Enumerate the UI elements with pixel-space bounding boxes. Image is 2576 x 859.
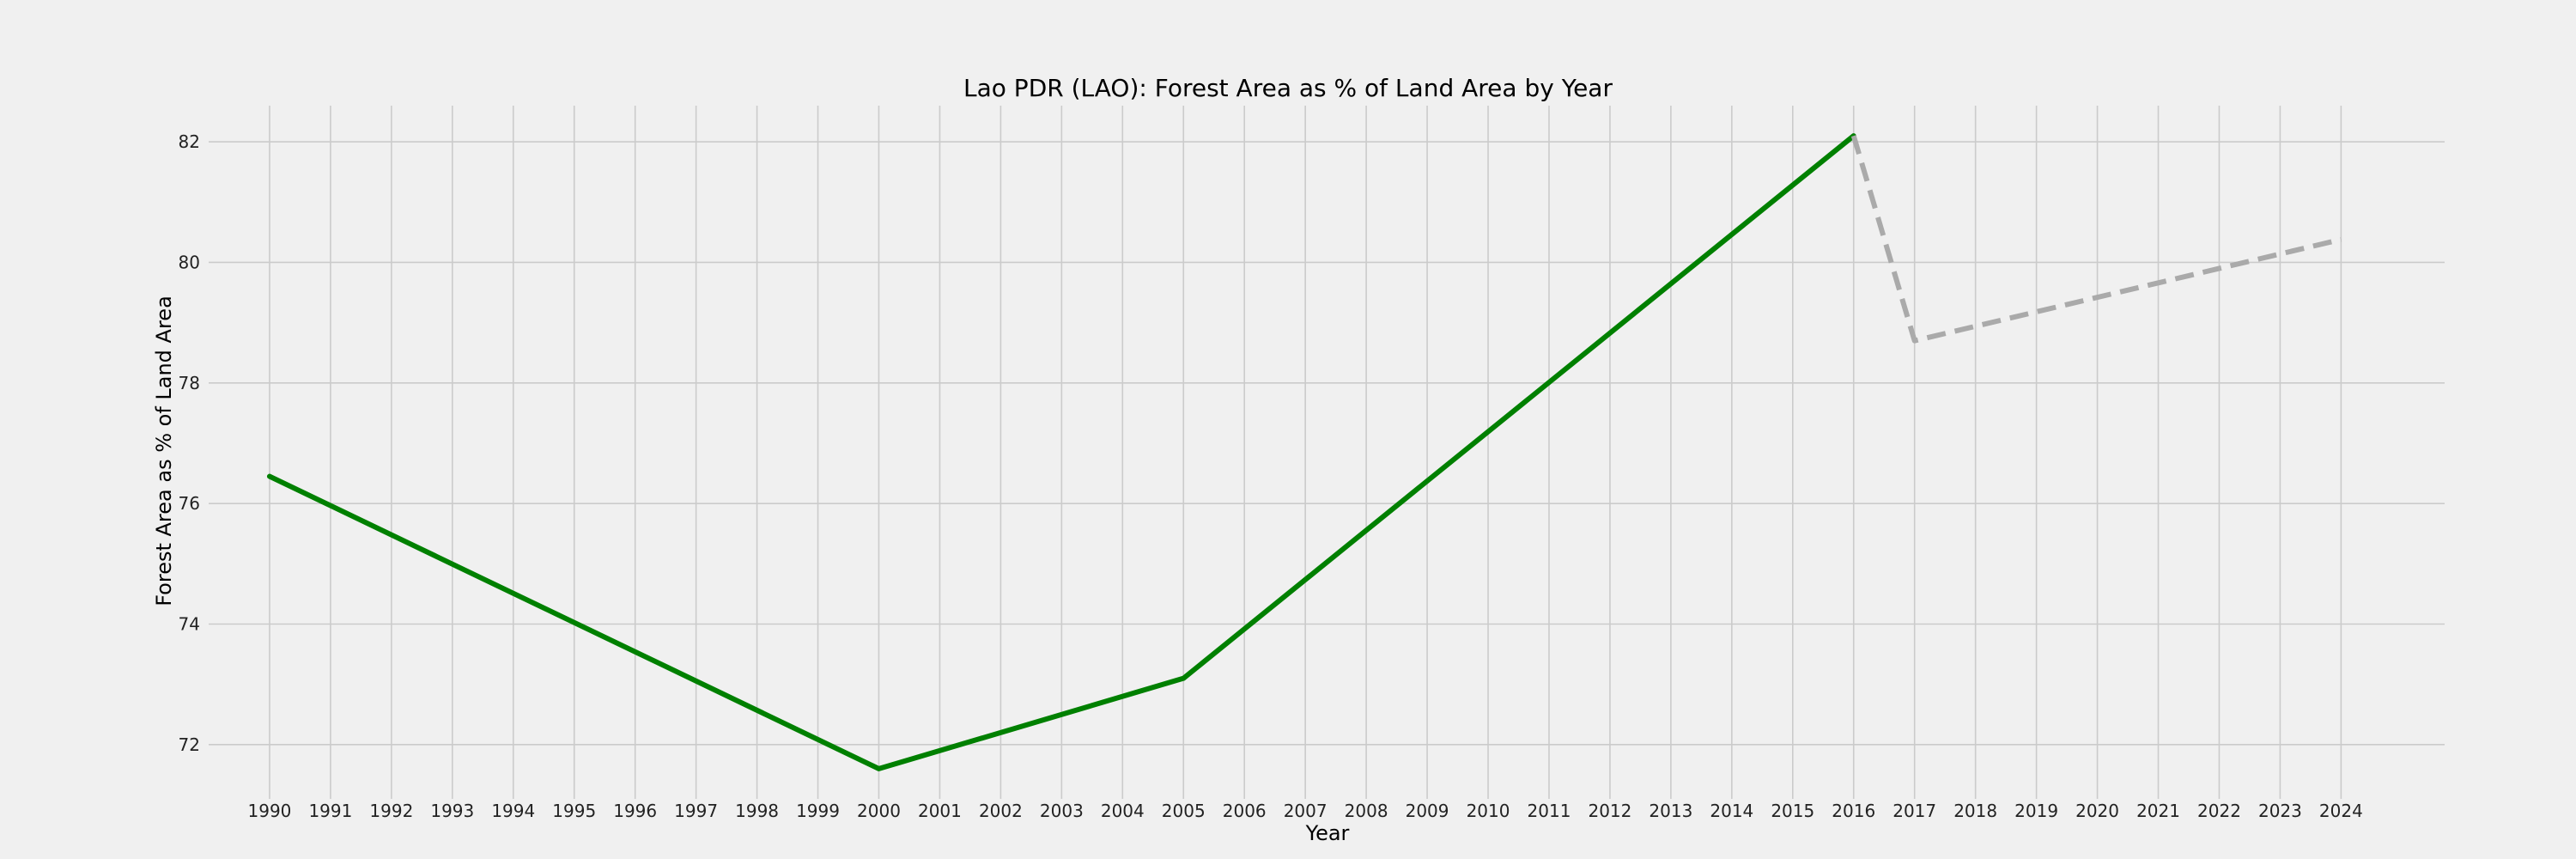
x-tick-label: 2002 (979, 801, 1023, 821)
x-tick-label: 2016 (1832, 801, 1875, 821)
x-tick-label: 2021 (2136, 801, 2180, 821)
x-tick-labels: 1990 1991 1992 1993 1994 1995 1996 1997 1998 1999… (248, 801, 2363, 821)
x-tick-label: 1994 (491, 801, 535, 821)
y-tick-label: 78 (179, 373, 200, 393)
x-tick-label: 2003 (1040, 801, 1084, 821)
y-tick-label: 76 (179, 493, 200, 514)
y-tick-labels: 72 74 76 78 80 82 (179, 131, 200, 755)
x-tick-label: 2020 (2075, 801, 2119, 821)
x-tick-label: 2015 (1771, 801, 1814, 821)
x-tick-label: 1997 (674, 801, 718, 821)
x-tick-label: 1996 (613, 801, 657, 821)
x-tick-label: 1990 (248, 801, 292, 821)
x-tick-label: 2017 (1893, 801, 1936, 821)
x-axis-label: Year (1305, 821, 1350, 845)
chart-title: Lao PDR (LAO): Forest Area as % of Land … (963, 74, 1613, 102)
x-tick-label: 2006 (1223, 801, 1267, 821)
series-layer (266, 133, 2342, 771)
x-tick-label: 2019 (2014, 801, 2058, 821)
x-tick-label: 2007 (1284, 801, 1327, 821)
x-tick-label: 2008 (1345, 801, 1388, 821)
x-tick-label: 1993 (430, 801, 474, 821)
x-tick-label: 2004 (1101, 801, 1145, 821)
y-tick-label: 74 (179, 613, 200, 634)
x-tick-label: 2014 (1710, 801, 1753, 821)
x-tick-label: 2022 (2197, 801, 2241, 821)
x-tick-label: 2012 (1588, 801, 1631, 821)
x-tick-label: 2009 (1406, 801, 1449, 821)
x-tick-label: 2018 (1953, 801, 1997, 821)
grid (209, 106, 2445, 799)
x-tick-label: 2005 (1162, 801, 1206, 821)
x-tick-label: 2000 (857, 801, 901, 821)
x-tick-label: 2013 (1649, 801, 1692, 821)
x-tick-label: 1991 (308, 801, 352, 821)
y-tick-label: 80 (179, 252, 200, 272)
series-line-projected (1850, 135, 2342, 344)
series-line-observed (266, 133, 1856, 771)
y-axis-label: Forest Area as % of Land Area (152, 295, 176, 606)
x-tick-label: 2010 (1467, 801, 1510, 821)
x-tick-label: 2024 (2319, 801, 2363, 821)
x-tick-label: 1998 (735, 801, 779, 821)
x-tick-label: 2023 (2258, 801, 2302, 821)
x-tick-label: 2011 (1528, 801, 1571, 821)
x-tick-label: 1995 (552, 801, 596, 821)
x-tick-label: 2001 (918, 801, 962, 821)
x-tick-label: 1999 (796, 801, 840, 821)
x-tick-label: 1992 (369, 801, 413, 821)
y-tick-label: 82 (179, 131, 200, 152)
y-tick-label: 72 (179, 734, 200, 755)
